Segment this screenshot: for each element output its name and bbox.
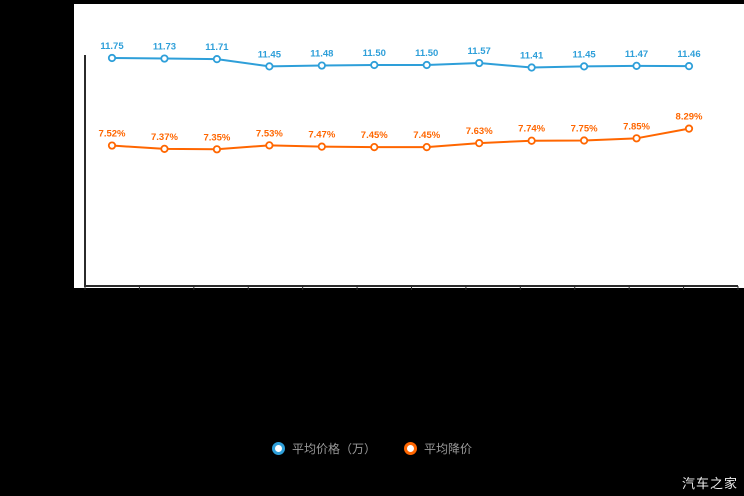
data-point[interactable]	[579, 62, 589, 71]
data-point[interactable]	[684, 62, 694, 71]
data-point[interactable]	[422, 143, 431, 152]
legend-label-average-discount: 平均降价	[424, 441, 473, 456]
data-point[interactable]	[632, 134, 641, 143]
chart-legend: 平均价格（万） 平均降价	[0, 442, 744, 455]
data-point-label: 11.71	[205, 42, 229, 53]
data-point-label: 7.47%	[308, 130, 335, 141]
data-point[interactable]	[265, 141, 274, 150]
plot-area	[74, 4, 744, 288]
legend-marker-blue-icon	[271, 442, 285, 455]
data-point-label: 7.37%	[151, 132, 178, 143]
data-point-label: 11.50	[363, 48, 386, 59]
data-point-label: 11.48	[310, 49, 333, 60]
data-point-label: 7.52%	[99, 129, 126, 140]
data-point-label: 11.47	[625, 49, 648, 60]
data-point[interactable]	[632, 61, 641, 70]
data-point[interactable]	[579, 136, 589, 145]
data-point[interactable]	[212, 55, 222, 64]
data-point[interactable]	[160, 54, 169, 63]
data-point[interactable]	[370, 143, 379, 152]
data-point-label: 11.73	[153, 42, 176, 53]
data-point[interactable]	[317, 61, 326, 70]
data-point[interactable]	[475, 139, 484, 148]
legend-marker-orange-icon	[404, 442, 417, 455]
data-point-label: 7.53%	[256, 128, 283, 139]
legend-item-average-price[interactable]: 平均价格（万）	[271, 441, 376, 456]
data-point-label: 7.45%	[413, 130, 440, 141]
data-point-label: 11.45	[572, 49, 596, 60]
data-point[interactable]	[527, 63, 536, 72]
data-point-label: 8.29%	[676, 112, 703, 123]
data-point-label: 7.35%	[203, 132, 230, 143]
watermark-autohome: 汽车之家	[681, 476, 738, 491]
data-point[interactable]	[265, 62, 274, 71]
data-point-label: 11.41	[520, 51, 544, 62]
data-point[interactable]	[107, 53, 117, 63]
data-point-label: 7.85%	[623, 121, 650, 132]
data-point[interactable]	[422, 60, 431, 70]
data-point[interactable]	[527, 136, 536, 145]
data-point[interactable]	[107, 141, 117, 150]
data-point-label: 11.57	[468, 46, 491, 57]
data-point-label: 7.63%	[466, 126, 493, 137]
series-line-average-discount	[111, 127, 690, 151]
data-point[interactable]	[370, 60, 379, 70]
data-point-label: 11.50	[415, 48, 438, 59]
data-point[interactable]	[475, 58, 484, 68]
legend-label-average-price: 平均价格（万）	[291, 441, 376, 456]
legend-item-average-discount[interactable]: 平均降价	[404, 442, 472, 455]
data-point-label: 11.75	[100, 41, 124, 52]
data-point-label: 7.45%	[361, 130, 388, 141]
data-point-label: 11.46	[677, 49, 700, 60]
data-point-label: 7.75%	[571, 124, 598, 135]
data-point[interactable]	[160, 144, 169, 153]
data-point[interactable]	[317, 142, 326, 151]
data-point[interactable]	[212, 145, 222, 154]
data-point-label: 11.45	[258, 49, 282, 60]
data-point-label: 7.74%	[518, 124, 545, 135]
data-point[interactable]	[684, 124, 694, 133]
series-line-average-price	[111, 57, 690, 69]
